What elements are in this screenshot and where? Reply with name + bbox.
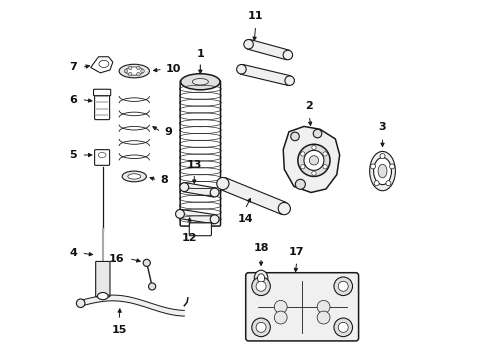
Polygon shape	[283, 126, 340, 193]
Polygon shape	[247, 40, 289, 60]
Circle shape	[175, 210, 184, 219]
Ellipse shape	[122, 171, 147, 182]
Circle shape	[334, 277, 352, 296]
Circle shape	[323, 152, 327, 156]
Circle shape	[390, 164, 394, 169]
FancyBboxPatch shape	[180, 80, 220, 226]
Circle shape	[124, 69, 128, 73]
Circle shape	[256, 322, 266, 332]
Circle shape	[180, 183, 189, 192]
Ellipse shape	[258, 274, 265, 283]
Ellipse shape	[373, 157, 392, 185]
Circle shape	[141, 69, 144, 73]
Text: 12: 12	[182, 233, 197, 243]
FancyBboxPatch shape	[245, 273, 359, 341]
Circle shape	[274, 311, 287, 324]
Polygon shape	[179, 210, 215, 224]
Text: 13: 13	[187, 160, 202, 170]
Circle shape	[317, 311, 330, 324]
Text: 16: 16	[109, 253, 124, 264]
Circle shape	[148, 283, 156, 290]
Circle shape	[312, 171, 316, 175]
Circle shape	[256, 281, 266, 291]
Text: 1: 1	[196, 49, 204, 59]
Circle shape	[334, 318, 352, 337]
Circle shape	[309, 156, 318, 165]
Circle shape	[244, 40, 253, 49]
Circle shape	[128, 66, 132, 70]
FancyBboxPatch shape	[94, 89, 111, 96]
Polygon shape	[183, 183, 216, 197]
Text: 4: 4	[69, 248, 77, 258]
FancyBboxPatch shape	[189, 223, 211, 236]
Text: 14: 14	[237, 214, 253, 224]
Ellipse shape	[369, 152, 395, 191]
Ellipse shape	[192, 78, 208, 85]
Circle shape	[143, 259, 150, 266]
Text: 3: 3	[379, 122, 386, 132]
Text: 6: 6	[69, 95, 77, 105]
Circle shape	[252, 277, 270, 296]
Circle shape	[285, 76, 294, 85]
Text: 17: 17	[289, 247, 305, 257]
Circle shape	[370, 164, 375, 169]
Polygon shape	[220, 177, 287, 215]
Ellipse shape	[254, 270, 268, 286]
Text: 7: 7	[70, 62, 77, 72]
Text: 8: 8	[160, 175, 168, 185]
Circle shape	[274, 300, 287, 313]
Ellipse shape	[99, 60, 109, 67]
Circle shape	[338, 281, 348, 291]
Ellipse shape	[128, 174, 141, 179]
FancyBboxPatch shape	[96, 261, 110, 297]
Circle shape	[301, 165, 305, 169]
Circle shape	[210, 188, 219, 197]
Circle shape	[295, 179, 305, 189]
Ellipse shape	[119, 64, 149, 78]
Circle shape	[76, 299, 85, 307]
Circle shape	[278, 202, 291, 215]
Circle shape	[237, 64, 246, 74]
Polygon shape	[91, 57, 113, 73]
Text: 18: 18	[253, 243, 269, 253]
Ellipse shape	[98, 153, 106, 157]
Circle shape	[128, 72, 132, 76]
Circle shape	[317, 300, 330, 313]
Circle shape	[217, 177, 229, 190]
Circle shape	[374, 181, 379, 186]
Text: 5: 5	[70, 150, 77, 160]
FancyBboxPatch shape	[95, 93, 110, 120]
Ellipse shape	[98, 293, 108, 300]
Text: 2: 2	[305, 102, 313, 111]
Text: 11: 11	[248, 11, 264, 21]
Circle shape	[304, 150, 324, 170]
Circle shape	[137, 66, 140, 70]
Circle shape	[312, 145, 316, 150]
Text: 10: 10	[166, 64, 181, 74]
Circle shape	[301, 152, 305, 156]
Polygon shape	[240, 64, 291, 86]
Circle shape	[323, 165, 327, 169]
Circle shape	[338, 322, 348, 332]
Circle shape	[380, 154, 385, 158]
FancyBboxPatch shape	[95, 150, 110, 165]
Circle shape	[291, 132, 299, 141]
Circle shape	[137, 72, 140, 76]
Circle shape	[298, 144, 330, 176]
Circle shape	[386, 181, 391, 186]
Ellipse shape	[181, 74, 220, 90]
Text: 15: 15	[112, 325, 127, 335]
Circle shape	[210, 215, 219, 224]
Circle shape	[313, 129, 322, 138]
Circle shape	[283, 50, 293, 60]
Circle shape	[252, 318, 270, 337]
Ellipse shape	[125, 67, 144, 75]
Text: 9: 9	[164, 127, 172, 137]
Ellipse shape	[378, 164, 387, 178]
